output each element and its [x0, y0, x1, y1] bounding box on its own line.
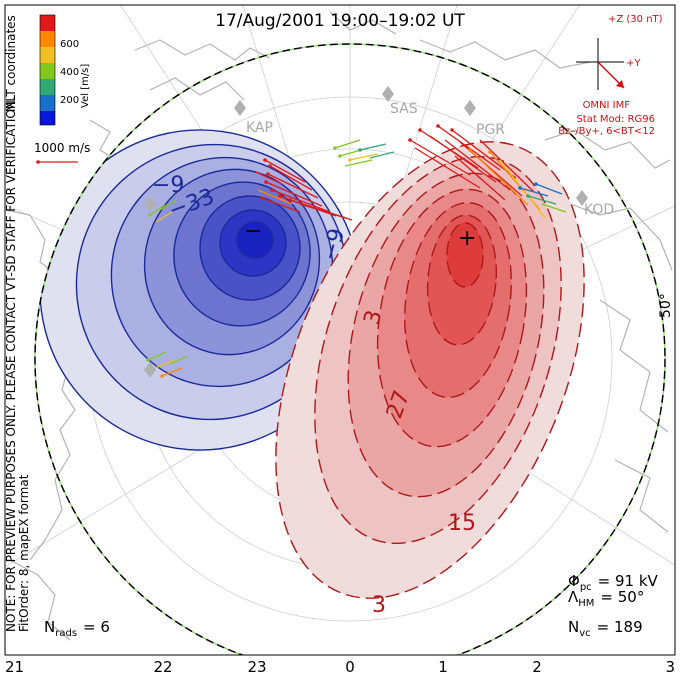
positive-contour-label-1: 3	[360, 308, 388, 328]
imf-source: OMNI IMF	[583, 100, 631, 111]
colorbar-tick-400: 400	[60, 67, 79, 78]
mlt-tick-0: 0	[345, 658, 355, 674]
vectors-cluster-kap-north	[255, 158, 353, 221]
positive-potential-cell	[275, 141, 585, 599]
mlt-tick-3: 3	[665, 658, 675, 674]
radar-marker-kap	[234, 100, 246, 116]
vectors-cluster-west	[146, 199, 189, 378]
radar-label-sas: SAS	[390, 101, 418, 117]
mlt-axis: 21 22 23 0 1 2 3	[5, 658, 675, 674]
negative-cell-fills	[40, 130, 360, 450]
colorbar-swatch-1	[40, 15, 55, 31]
radar-label-kap: KAP	[246, 120, 273, 136]
positive-contour-label-4: 3	[372, 593, 386, 618]
mlt-tick-22: 22	[153, 658, 172, 674]
cross-polar-potential: Φpc = 91 kV	[568, 572, 659, 593]
colorbar-swatch-3	[40, 47, 55, 63]
radar-marker-pgr	[464, 100, 476, 116]
colorbar-swatch-2	[40, 31, 55, 47]
potential-minimum-marker: −	[244, 219, 262, 244]
negative-contour-label-1: −9	[152, 173, 184, 198]
velocity-scale-label: 1000 m/s	[34, 141, 90, 155]
radar-label-pgr: PGR	[476, 122, 505, 138]
radar-label-kod: KOD	[584, 202, 614, 218]
vectors-cluster-pgr	[408, 124, 546, 219]
velocity-colorbar	[39, 14, 56, 126]
vectors-cluster-sas	[333, 139, 395, 167]
coordinate-system-label: MLT coordinates	[4, 15, 18, 112]
fitorder-note: FitOrder: 8, mapEX format	[17, 474, 31, 632]
vectors-cluster-kod	[518, 182, 567, 213]
velocity-vectors	[146, 124, 567, 378]
radar-marker-west-2	[144, 362, 156, 378]
colorbar-tick-600: 600	[60, 39, 79, 50]
colorbar-tick-200: 200	[60, 95, 79, 106]
imf-bz-label: +Z (30 nT)	[608, 14, 663, 25]
radar-count: Nrads = 6	[44, 618, 110, 639]
mlt-tick-23: 23	[247, 658, 266, 674]
colorbar-swatch-7	[40, 111, 55, 125]
potential-maximum-marker: +	[458, 226, 476, 251]
hm-latitude: ΛHM = 50°	[568, 588, 644, 609]
radar-marker-west-1	[144, 196, 156, 212]
radar-sites	[144, 86, 588, 378]
mlt-tick-2: 2	[532, 658, 542, 674]
colorbar-swatch-4	[40, 63, 55, 79]
preview-note: NOTE: FOR PREVIEW PURPOSES ONLY. PLEASE …	[4, 96, 18, 632]
mlt-tick-21: 21	[5, 658, 24, 674]
stat-model-label: Stat Mod: RG96	[576, 114, 655, 125]
vector-count: Nvc = 189	[568, 618, 643, 639]
plot-frame	[4, 4, 676, 656]
mlt-tick-1: 1	[438, 658, 448, 674]
positive-potential-contours	[275, 141, 585, 599]
positive-cell-fills	[275, 141, 585, 599]
latitude-label: 50°	[658, 293, 674, 318]
imf-condition-label: Bz–/By+, 6<BT<12	[558, 126, 655, 137]
positive-contour-label-3: 15	[448, 511, 476, 536]
imf-by-label: +Y	[626, 58, 641, 69]
colorbar-label: Vel [m/s]	[80, 64, 91, 108]
radar-marker-sas	[382, 86, 394, 102]
imf-clock	[576, 38, 625, 90]
map-title: 17/Aug/2001 19:00–19:02 UT	[215, 11, 465, 31]
negative-potential-cell	[39, 129, 361, 451]
radar-marker-kod	[576, 190, 588, 206]
colorbar-swatch-5	[40, 79, 55, 95]
colorbar-swatch-6	[40, 95, 55, 111]
